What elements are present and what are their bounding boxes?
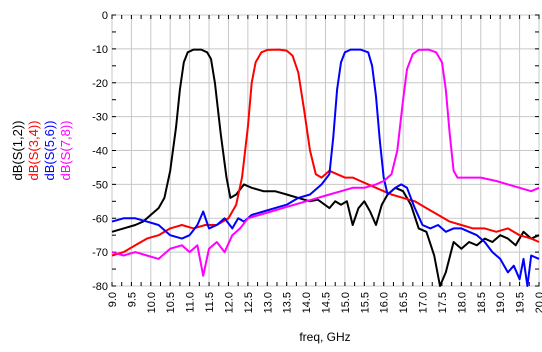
x-tick-label: 10.0 [146, 292, 158, 313]
x-tick-label: 17.0 [418, 292, 430, 313]
x-tick-label: 15.5 [359, 292, 371, 313]
y-tick-label: -30 [92, 112, 108, 124]
x-tick-label: 12.0 [223, 292, 235, 313]
x-tick-labels: 9.0 9.5 10.0 10.5 11.0 11.5 12.0 12.5 13.0 13.5 14… [107, 292, 542, 313]
series-line-2 [111, 48, 540, 257]
legend: dB(S(1,2)) dB(S(3,4)) dB(S(5,6)) dB(S(7,8)) [10, 121, 73, 181]
grid [111, 14, 540, 287]
x-tick-label: 16.0 [379, 292, 391, 313]
x-tick-label: 13.0 [262, 292, 274, 313]
legend-entry-2: dB(S(3,4)) [26, 121, 41, 181]
x-tick-label: 11.5 [204, 292, 216, 313]
x-tick-label: 11.0 [185, 292, 197, 313]
x-tick-label: 19.5 [515, 292, 527, 313]
x-tick-label: 18.0 [456, 292, 468, 313]
y-tick-label: -80 [92, 281, 108, 293]
x-tick-label: 14.5 [321, 292, 333, 313]
y-tick-label: -20 [92, 78, 108, 90]
x-tick-label: 12.5 [243, 292, 255, 313]
x-tick-label: 9.5 [126, 292, 138, 307]
series-line-3 [111, 48, 540, 287]
x-tick-label: 15.0 [340, 292, 352, 313]
x-tick-label: 16.5 [398, 292, 410, 313]
series-line-4 [111, 48, 540, 277]
y-tick-labels: 0 -10 -20 -30 -40 -50 -60 -70 -80 [92, 10, 108, 293]
legend-entry-4: dB(S(7,8)) [58, 121, 73, 181]
x-tick-label: 13.5 [282, 292, 294, 313]
y-tick-label: -10 [92, 44, 108, 56]
minor-ticks [111, 14, 540, 287]
y-tick-label: -70 [92, 247, 108, 259]
series-line-1 [111, 48, 540, 287]
legend-entry-3: dB(S(5,6)) [42, 121, 57, 181]
x-tick-label: 14.0 [301, 292, 313, 313]
y-tick-label: -60 [92, 213, 108, 225]
series-lines [111, 48, 540, 287]
legend-entry-1: dB(S(1,2)) [10, 121, 25, 181]
x-tick-label: 17.5 [437, 292, 449, 313]
x-tick-label: 19.0 [495, 292, 507, 313]
x-tick-label: 18.5 [476, 292, 488, 313]
x-axis-label: freq, GHz [299, 330, 350, 344]
y-tick-label: -50 [92, 179, 108, 191]
y-tick-label: -40 [92, 146, 108, 158]
x-tick-label: 10.5 [165, 292, 177, 313]
x-tick-label: 9.0 [107, 292, 119, 307]
x-tick-label: 20.0 [534, 292, 542, 313]
y-tick-label: 0 [102, 10, 108, 22]
